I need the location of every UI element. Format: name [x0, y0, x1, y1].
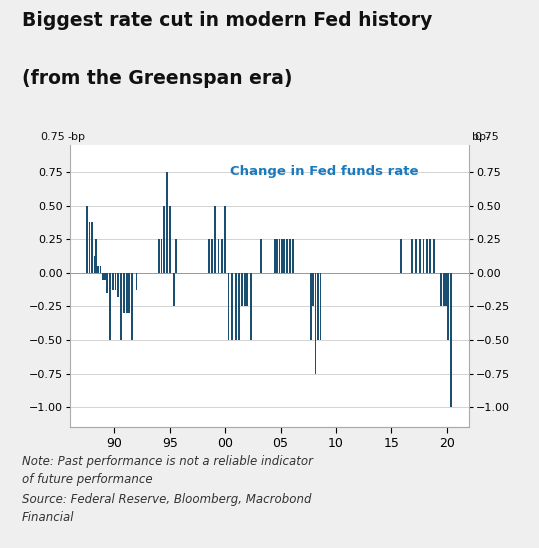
Bar: [274, 239, 276, 273]
Bar: [169, 206, 171, 273]
Bar: [423, 239, 424, 273]
Bar: [106, 273, 108, 293]
Bar: [163, 206, 165, 273]
Bar: [310, 273, 312, 340]
Bar: [286, 239, 288, 273]
Bar: [176, 239, 177, 273]
Text: Biggest rate cut in modern Fed history: Biggest rate cut in modern Fed history: [22, 11, 432, 30]
Bar: [447, 273, 450, 340]
Bar: [128, 273, 130, 313]
Bar: [289, 239, 291, 273]
Text: bp-: bp-: [472, 133, 489, 142]
Bar: [426, 239, 428, 273]
Bar: [279, 239, 280, 273]
Bar: [281, 239, 282, 273]
Bar: [231, 273, 233, 340]
Bar: [443, 273, 445, 306]
Bar: [102, 273, 103, 279]
Bar: [208, 239, 210, 273]
Text: Source: Federal Reserve, Bloomberg, Macrobond
Financial: Source: Federal Reserve, Bloomberg, Macr…: [22, 493, 311, 524]
Bar: [400, 239, 402, 273]
Bar: [277, 239, 278, 273]
Bar: [218, 239, 219, 273]
Bar: [88, 222, 91, 273]
Bar: [211, 239, 213, 273]
Bar: [118, 273, 119, 297]
Bar: [126, 273, 128, 313]
Bar: [86, 206, 88, 273]
Bar: [112, 273, 114, 290]
Bar: [104, 273, 106, 279]
Bar: [224, 206, 226, 273]
Text: Change in Fed funds rate: Change in Fed funds rate: [230, 165, 418, 178]
Bar: [158, 239, 160, 273]
Text: 0.75: 0.75: [40, 133, 65, 142]
Bar: [172, 273, 175, 306]
Bar: [161, 239, 162, 273]
Bar: [241, 273, 243, 306]
Bar: [238, 273, 240, 340]
Bar: [260, 239, 261, 273]
Bar: [166, 172, 168, 273]
Bar: [109, 273, 111, 340]
Bar: [433, 239, 435, 273]
Bar: [95, 239, 97, 273]
Bar: [100, 266, 101, 273]
Bar: [136, 273, 137, 290]
Text: -bp: -bp: [67, 133, 85, 142]
Bar: [315, 273, 316, 374]
Text: 0.75: 0.75: [474, 133, 499, 142]
Bar: [419, 239, 420, 273]
Bar: [93, 256, 95, 273]
Bar: [214, 206, 216, 273]
Bar: [246, 273, 248, 306]
Bar: [98, 266, 99, 273]
Bar: [317, 273, 319, 340]
Bar: [450, 273, 452, 407]
Bar: [91, 222, 93, 273]
Text: Note: Past performance is not a reliable indicator
of future performance: Note: Past performance is not a reliable…: [22, 455, 313, 486]
Bar: [115, 273, 116, 290]
Bar: [250, 273, 252, 340]
Bar: [292, 239, 294, 273]
Bar: [429, 239, 431, 273]
Bar: [227, 273, 230, 340]
Bar: [320, 273, 321, 340]
Bar: [120, 273, 122, 340]
Bar: [222, 239, 223, 273]
Bar: [312, 273, 314, 306]
Text: (from the Greenspan era): (from the Greenspan era): [22, 69, 292, 88]
Bar: [283, 239, 285, 273]
Bar: [415, 239, 417, 273]
Bar: [440, 273, 442, 306]
Bar: [131, 273, 133, 340]
Bar: [244, 273, 245, 306]
Bar: [411, 239, 413, 273]
Bar: [123, 273, 125, 313]
Bar: [445, 273, 447, 306]
Bar: [236, 273, 237, 340]
